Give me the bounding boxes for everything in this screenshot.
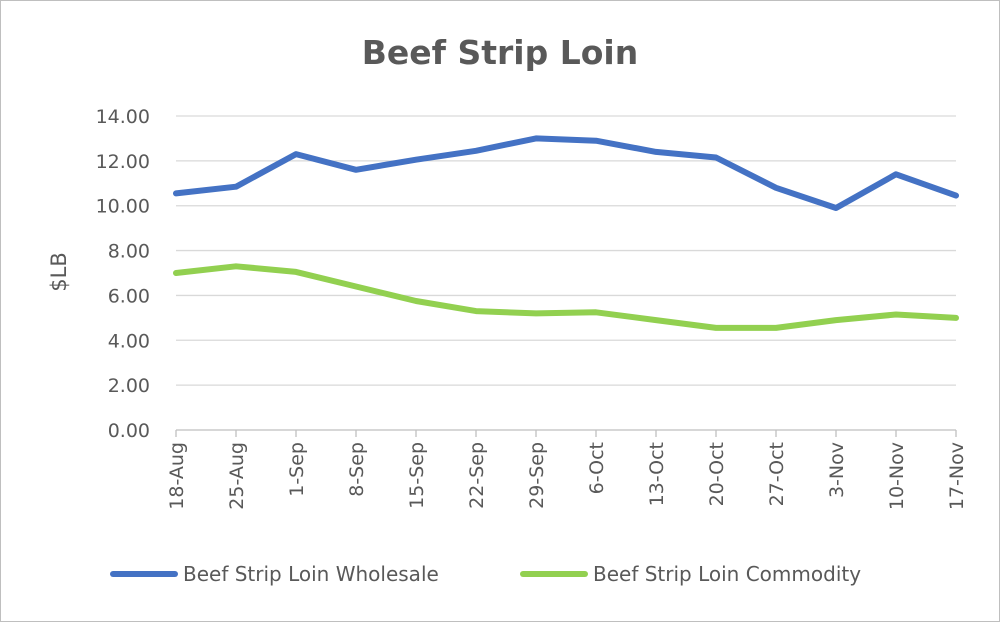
data-point: [773, 185, 779, 191]
data-point: [173, 190, 179, 196]
y-tick-label: 12.00: [96, 151, 150, 173]
data-point: [533, 310, 539, 316]
x-tick-label: 10-Nov: [886, 442, 908, 510]
data-point: [713, 154, 719, 160]
data-point: [353, 283, 359, 289]
x-tick-label: 17-Nov: [946, 442, 968, 510]
y-axis-label: $LB: [47, 252, 71, 291]
data-point: [653, 317, 659, 323]
y-tick-label: 0.00: [108, 420, 150, 442]
x-tick-label: 3-Nov: [826, 442, 848, 498]
x-tick-label: 18-Aug: [166, 442, 188, 510]
data-point: [293, 269, 299, 275]
data-point: [173, 270, 179, 276]
legend-label: Beef Strip Loin Wholesale: [183, 562, 439, 586]
x-tick-label: 6-Oct: [586, 442, 608, 494]
y-tick-labels: 0.00 2.00 4.00 6.00 8.00 10.00 12.00 14.00: [96, 106, 150, 442]
data-point: [773, 325, 779, 331]
x-tick-label: 29-Sep: [526, 442, 548, 509]
chart-title: Beef Strip Loin: [362, 33, 639, 72]
data-point: [593, 309, 599, 315]
data-point: [233, 184, 239, 190]
data-point: [353, 167, 359, 173]
y-tick-label: 14.00: [96, 106, 150, 128]
x-tick-label: 27-Oct: [766, 442, 788, 506]
data-point: [833, 205, 839, 211]
data-point: [833, 317, 839, 323]
series-lines: [173, 135, 959, 331]
data-point: [473, 148, 479, 154]
x-tick-label: 20-Oct: [706, 442, 728, 506]
y-tick-label: 10.00: [96, 196, 150, 218]
x-tick-label: 8-Sep: [346, 442, 368, 497]
data-point: [413, 157, 419, 163]
x-tick-label: 22-Sep: [466, 442, 488, 509]
y-tick-label: 6.00: [108, 285, 150, 307]
y-tick-label: 8.00: [108, 241, 150, 263]
legend: Beef Strip Loin Wholesale Beef Strip Loin…: [110, 562, 861, 586]
x-tick-label: 1-Sep: [286, 442, 308, 497]
series-line-wholesale: [173, 135, 959, 211]
data-point: [533, 135, 539, 141]
data-point: [953, 193, 959, 199]
data-point: [893, 311, 899, 317]
legend-label: Beef Strip Loin Commodity: [593, 562, 861, 586]
data-point: [893, 171, 899, 177]
x-tick-label: 15-Sep: [406, 442, 428, 509]
data-point: [473, 308, 479, 314]
data-point: [713, 325, 719, 331]
x-tick-labels: 18-Aug 25-Aug 1-Sep 8-Sep 15-Sep 22-Sep 29-Sep…: [166, 430, 968, 510]
data-point: [653, 149, 659, 155]
data-point: [953, 315, 959, 321]
data-point: [293, 151, 299, 157]
data-point: [593, 138, 599, 144]
x-tick-label: 25-Aug: [226, 442, 248, 510]
x-tick-label: 13-Oct: [646, 442, 668, 506]
data-point: [413, 298, 419, 304]
y-tick-label: 4.00: [108, 330, 150, 352]
data-point: [233, 263, 239, 269]
y-tick-label: 2.00: [108, 375, 150, 397]
series-line-commodity: [173, 263, 959, 331]
